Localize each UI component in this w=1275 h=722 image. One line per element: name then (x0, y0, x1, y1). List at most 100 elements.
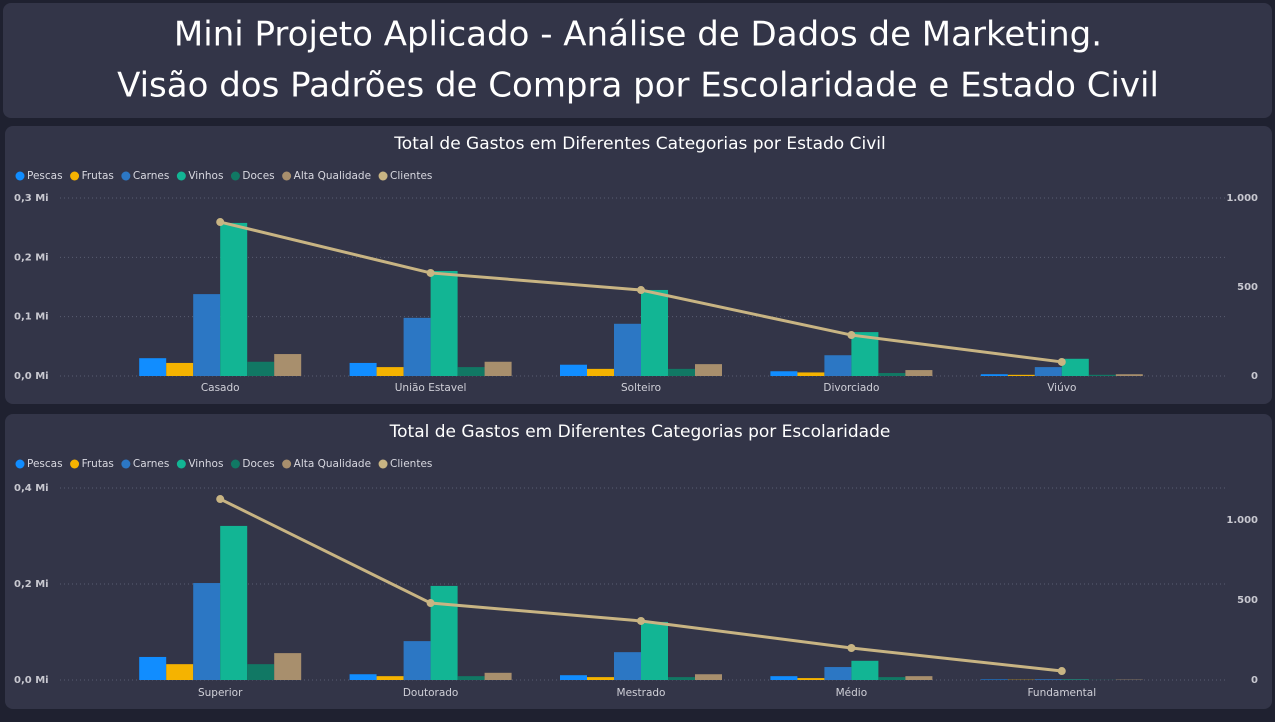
bar (247, 362, 274, 376)
legend-marker (16, 172, 25, 181)
bar (641, 622, 668, 680)
line-point (847, 331, 855, 339)
legend-marker (379, 172, 388, 181)
line-point (216, 218, 224, 226)
x-tick-label: Divorciado (823, 382, 879, 394)
bar (878, 373, 905, 376)
bar (193, 294, 220, 376)
legend-label: Carnes (133, 458, 169, 470)
legend-label: Pescas (27, 458, 63, 470)
legend-marker (282, 460, 291, 469)
legend-marker (16, 460, 25, 469)
y-tick-label: 0,1 Mi (14, 312, 49, 323)
y2-tick-label: 500 (1237, 282, 1258, 293)
line-point (216, 495, 224, 503)
bar (587, 677, 614, 680)
y-tick-label: 0,2 Mi (14, 579, 49, 590)
y-tick-label: 0,0 Mi (14, 675, 49, 686)
bar (770, 676, 797, 680)
line-point (847, 644, 855, 652)
bar (1089, 375, 1116, 376)
y-tick-label: 0,3 Mi (14, 193, 49, 204)
bar (220, 526, 247, 680)
bar (193, 583, 220, 680)
legend-marker (231, 460, 240, 469)
x-tick-label: Superior (198, 687, 243, 699)
x-tick-label: Doutorado (403, 687, 459, 699)
bar (404, 641, 431, 680)
bar (614, 324, 641, 376)
legend-label: Pescas (27, 170, 63, 182)
bar (274, 653, 301, 680)
bar (668, 677, 695, 680)
bar (377, 367, 404, 376)
bar (824, 667, 851, 680)
bar (695, 364, 722, 376)
legend-label: Doces (242, 170, 274, 182)
line-point (1058, 358, 1066, 366)
bar (614, 652, 641, 680)
chart-title: Total de Gastos em Diferentes Categorias… (389, 422, 891, 442)
x-tick-label: Casado (201, 382, 240, 394)
legend-marker (70, 460, 79, 469)
bar (1062, 359, 1089, 376)
bar (166, 664, 193, 680)
header-title: Mini Projeto Aplicado - Análise de Dados… (174, 15, 1102, 55)
y-tick-label: 0,0 Mi (14, 371, 49, 382)
bar (1035, 679, 1062, 680)
bar (668, 369, 695, 376)
bar (770, 371, 797, 376)
bar (695, 674, 722, 680)
bar (377, 676, 404, 680)
x-tick-label: Viúvo (1047, 382, 1076, 394)
legend-label: Frutas (82, 170, 114, 182)
bar (797, 678, 824, 680)
bar (274, 354, 301, 376)
legend-label: Vinhos (188, 170, 223, 182)
x-tick-label: Fundamental (1027, 687, 1096, 699)
legend-label: Doces (242, 458, 274, 470)
bar (851, 661, 878, 680)
x-tick-label: Mestrado (617, 687, 666, 699)
line-point (637, 286, 645, 294)
bar (404, 318, 431, 376)
bar (350, 674, 377, 680)
bar (797, 372, 824, 376)
bar (431, 586, 458, 680)
legend-marker (177, 460, 186, 469)
x-tick-label: União Estavel (395, 382, 467, 394)
bar (458, 676, 485, 680)
bar (1035, 367, 1062, 376)
legend-marker (231, 172, 240, 181)
bar (485, 673, 512, 680)
bar (139, 358, 166, 376)
bar (431, 271, 458, 376)
bar (1008, 375, 1035, 376)
bar (824, 355, 851, 376)
line-point (637, 617, 645, 625)
line-point (427, 599, 435, 607)
bar (878, 677, 905, 680)
y2-tick-label: 0 (1251, 675, 1258, 686)
y2-tick-label: 1.000 (1226, 193, 1258, 204)
line-point (1058, 667, 1066, 675)
legend-label: Vinhos (188, 458, 223, 470)
bar (641, 290, 668, 376)
bar (139, 657, 166, 680)
bar (247, 664, 274, 680)
legend-marker (177, 172, 186, 181)
bar (587, 369, 614, 376)
bar (350, 363, 377, 376)
bar (905, 676, 932, 680)
bar (1116, 374, 1143, 376)
legend-label: Frutas (82, 458, 114, 470)
legend-label: Carnes (133, 170, 169, 182)
bar (166, 363, 193, 376)
y2-tick-label: 500 (1237, 595, 1258, 606)
bar (560, 365, 587, 376)
x-tick-label: Médio (836, 687, 868, 699)
legend-label: Clientes (390, 170, 432, 182)
legend-label: Alta Qualidade (294, 170, 371, 182)
bar (905, 370, 932, 376)
